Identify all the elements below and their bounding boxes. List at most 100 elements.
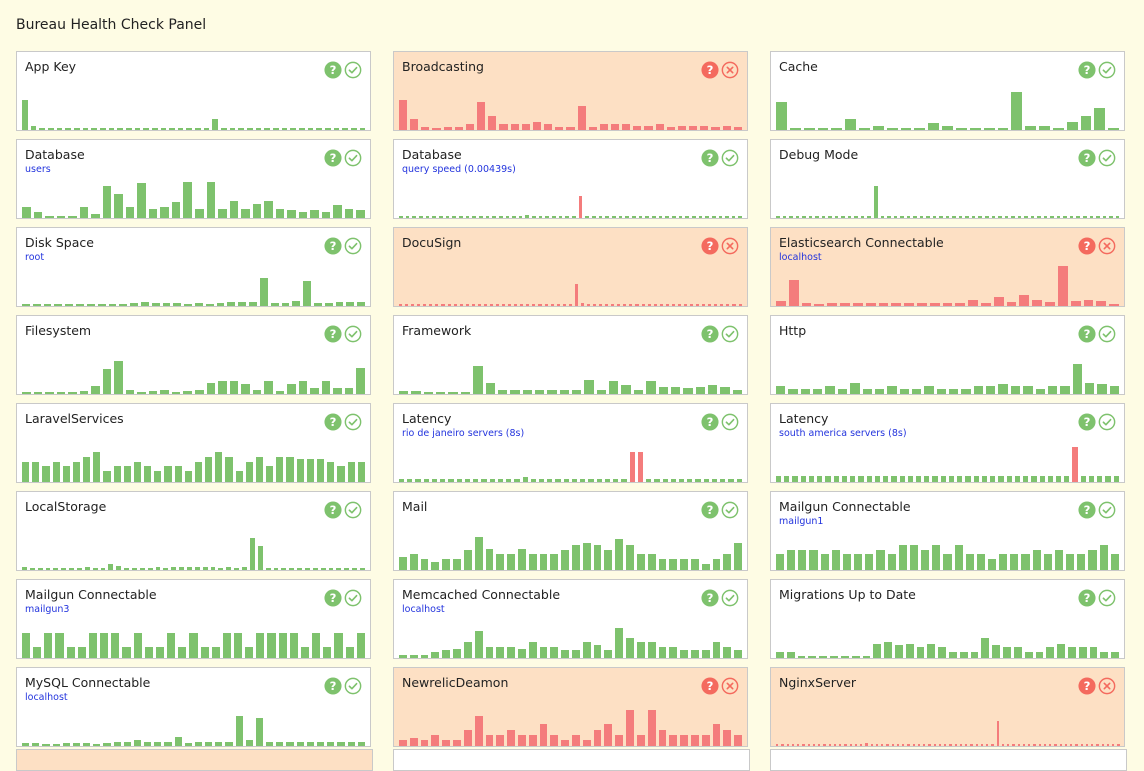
history-bar xyxy=(88,633,98,658)
history-bar xyxy=(924,386,934,394)
x-circle-icon[interactable] xyxy=(1098,677,1116,695)
check-circle-icon[interactable] xyxy=(344,237,362,255)
help-icon[interactable]: ? xyxy=(324,589,342,607)
help-icon[interactable]: ? xyxy=(1078,589,1096,607)
health-card[interactable]: Debug Mode? xyxy=(770,139,1125,219)
health-card-partial[interactable] xyxy=(16,749,373,771)
check-circle-icon[interactable] xyxy=(344,61,362,79)
history-bar xyxy=(886,128,898,130)
check-circle-icon[interactable] xyxy=(344,413,362,431)
check-circle-icon[interactable] xyxy=(1098,413,1116,431)
health-card[interactable]: Cache? xyxy=(770,51,1125,131)
check-circle-icon[interactable] xyxy=(344,149,362,167)
history-bar xyxy=(900,128,912,130)
check-circle-icon[interactable] xyxy=(721,501,739,519)
health-card[interactable]: Latency rio de janeiro servers (8s)? xyxy=(393,403,748,483)
help-icon[interactable]: ? xyxy=(1078,61,1096,79)
help-icon[interactable]: ? xyxy=(324,61,342,79)
card-subtitle: users xyxy=(25,164,51,175)
history-bar xyxy=(731,216,736,218)
history-bar xyxy=(117,128,123,130)
history-bar xyxy=(680,650,688,658)
health-card[interactable]: DocuSign? xyxy=(393,227,748,307)
history-bar xyxy=(405,216,410,218)
help-icon[interactable]: ? xyxy=(701,501,719,519)
health-card[interactable]: Latency south america servers (8s)? xyxy=(770,403,1125,483)
check-circle-icon[interactable] xyxy=(721,325,739,343)
history-bar xyxy=(292,301,301,306)
help-icon[interactable]: ? xyxy=(324,677,342,695)
health-card[interactable]: Disk Space root? xyxy=(16,227,371,307)
history-bar xyxy=(808,476,815,482)
history-bar xyxy=(278,633,287,658)
health-card[interactable]: NginxServer? xyxy=(770,667,1125,747)
x-circle-icon[interactable] xyxy=(721,677,739,695)
help-icon[interactable]: ? xyxy=(324,501,342,519)
help-icon[interactable]: ? xyxy=(1078,237,1096,255)
health-card[interactable]: Filesystem? xyxy=(16,315,371,395)
history-bar xyxy=(184,743,192,746)
health-card[interactable]: Memcached Connectable localhost? xyxy=(393,579,748,659)
card-title: LaravelServices xyxy=(25,411,124,426)
x-circle-icon[interactable] xyxy=(1098,237,1116,255)
check-circle-icon[interactable] xyxy=(721,589,739,607)
history-bar xyxy=(415,479,421,482)
health-card[interactable]: Mailgun Connectable mailgun1? xyxy=(770,491,1125,571)
health-card-partial[interactable] xyxy=(393,749,750,771)
health-card[interactable]: Mailgun Connectable mailgun3? xyxy=(16,579,371,659)
check-circle-icon[interactable] xyxy=(344,325,362,343)
check-circle-icon[interactable] xyxy=(1098,149,1116,167)
help-icon[interactable]: ? xyxy=(701,677,719,695)
check-circle-icon[interactable] xyxy=(344,501,362,519)
health-card-partial[interactable] xyxy=(770,749,1127,771)
help-icon[interactable]: ? xyxy=(1078,149,1096,167)
help-icon[interactable]: ? xyxy=(324,413,342,431)
history-bar xyxy=(405,304,409,306)
help-icon[interactable]: ? xyxy=(701,237,719,255)
health-card[interactable]: NewrelicDeamon? xyxy=(393,667,748,747)
check-circle-icon[interactable] xyxy=(1098,589,1116,607)
check-circle-icon[interactable] xyxy=(1098,61,1116,79)
history-bar xyxy=(572,735,580,746)
health-card[interactable]: Broadcasting? xyxy=(393,51,748,131)
health-card[interactable]: Database users? xyxy=(16,139,371,219)
help-icon[interactable]: ? xyxy=(1078,677,1096,695)
check-circle-icon[interactable] xyxy=(1098,325,1116,343)
health-card[interactable]: Framework? xyxy=(393,315,748,395)
help-icon[interactable]: ? xyxy=(1078,501,1096,519)
check-circle-icon[interactable] xyxy=(344,677,362,695)
help-icon[interactable]: ? xyxy=(1078,325,1096,343)
x-circle-icon[interactable] xyxy=(721,237,739,255)
help-icon[interactable]: ? xyxy=(701,61,719,79)
help-icon[interactable]: ? xyxy=(701,413,719,431)
history-bar xyxy=(173,303,182,306)
svg-text:?: ? xyxy=(1084,239,1091,253)
check-circle-icon[interactable] xyxy=(721,413,739,431)
history-bar xyxy=(252,204,262,218)
history-bar xyxy=(337,742,345,746)
health-card[interactable]: LaravelServices? xyxy=(16,403,371,483)
check-circle-icon[interactable] xyxy=(344,589,362,607)
help-icon[interactable]: ? xyxy=(324,325,342,343)
history-bar xyxy=(585,216,590,218)
x-circle-icon[interactable] xyxy=(721,61,739,79)
help-icon[interactable]: ? xyxy=(701,589,719,607)
help-icon[interactable]: ? xyxy=(701,149,719,167)
health-card[interactable]: LocalStorage? xyxy=(16,491,371,571)
help-icon[interactable]: ? xyxy=(324,237,342,255)
check-circle-icon[interactable] xyxy=(1098,501,1116,519)
history-bar xyxy=(91,128,97,130)
health-card[interactable]: Http? xyxy=(770,315,1125,395)
history-bar xyxy=(312,633,321,658)
health-card[interactable]: App Key? xyxy=(16,51,371,131)
history-bar xyxy=(718,216,723,218)
health-card[interactable]: MySQL Connectable localhost? xyxy=(16,667,371,747)
help-icon[interactable]: ? xyxy=(1078,413,1096,431)
health-card[interactable]: Migrations Up to Date? xyxy=(770,579,1125,659)
health-card[interactable]: Mail? xyxy=(393,491,748,571)
help-icon[interactable]: ? xyxy=(324,149,342,167)
help-icon[interactable]: ? xyxy=(701,325,719,343)
health-card[interactable]: Database query speed (0.00439s)? xyxy=(393,139,748,219)
health-card[interactable]: Elasticsearch Connectable localhost? xyxy=(770,227,1125,307)
check-circle-icon[interactable] xyxy=(721,149,739,167)
